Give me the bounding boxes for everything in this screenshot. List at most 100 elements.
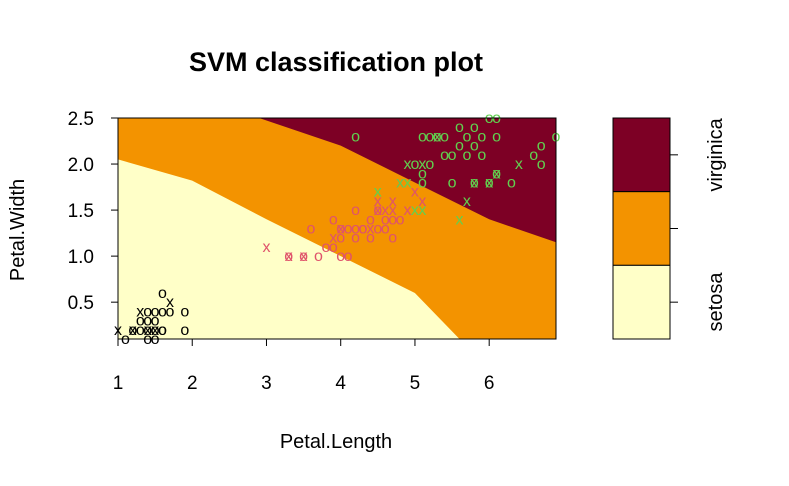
virginica-point: o bbox=[470, 138, 479, 155]
versicolor-point: o bbox=[307, 221, 316, 238]
versicolor-point: o bbox=[373, 221, 382, 238]
y-tick-label: 2.5 bbox=[68, 109, 94, 130]
virginica-point: o bbox=[418, 165, 427, 182]
versicolor-point: o bbox=[351, 230, 360, 247]
x-axis: 1 2 3 4 5 6 bbox=[113, 338, 494, 394]
virginica-point: o bbox=[433, 128, 442, 145]
versicolor-point: o bbox=[329, 211, 338, 228]
versicolor-point: o bbox=[366, 211, 375, 228]
versicolor-point: o bbox=[359, 221, 368, 238]
virginica-point: x bbox=[411, 202, 419, 219]
versicolor-point: x bbox=[418, 193, 426, 210]
y-axis: 0.5 1.0 1.5 2.0 2.5 bbox=[68, 109, 118, 314]
versicolor-point: o bbox=[336, 248, 345, 265]
virginica-point: x bbox=[485, 175, 493, 192]
x-axis-label: Petal.Length bbox=[280, 431, 392, 453]
virginica-point: o bbox=[492, 128, 501, 145]
versicolor-point: x bbox=[366, 221, 374, 238]
legend-swatch-virginica bbox=[612, 117, 671, 193]
setosa-point: x bbox=[166, 294, 174, 311]
x-tick-label: 3 bbox=[261, 373, 272, 394]
versicolor-point: o bbox=[314, 248, 323, 265]
virginica-point: x bbox=[493, 165, 501, 182]
versicolor-point: o bbox=[381, 221, 390, 238]
virginica-point: o bbox=[425, 156, 434, 173]
virginica-point: o bbox=[351, 128, 360, 145]
virginica-point: o bbox=[507, 175, 516, 192]
setosa-point: o bbox=[136, 322, 145, 339]
versicolor-point: x bbox=[389, 193, 397, 210]
setosa-point: x bbox=[144, 322, 152, 339]
setosa-point: o bbox=[180, 322, 189, 339]
versicolor-point: o bbox=[359, 221, 368, 238]
setosa-point: o bbox=[158, 322, 167, 339]
setosa-point: x bbox=[129, 322, 137, 339]
versicolor-point: x bbox=[381, 202, 389, 219]
virginica-point: o bbox=[537, 138, 546, 155]
setosa-point: o bbox=[151, 303, 160, 320]
virginica-point: o bbox=[470, 119, 479, 136]
versicolor-point: x bbox=[300, 248, 308, 265]
virginica-point: o bbox=[418, 175, 427, 192]
versicolor-point: o bbox=[336, 230, 345, 247]
virginica-point: x bbox=[374, 184, 382, 201]
legend-swatch-versicolor bbox=[612, 191, 671, 266]
setosa-point: o bbox=[136, 313, 145, 330]
virginica-point: o bbox=[455, 119, 464, 136]
x-tick-label: 5 bbox=[410, 373, 421, 394]
legend-ticks bbox=[670, 154, 678, 303]
chart-title: SVM classification plot bbox=[189, 47, 483, 77]
setosa-point: o bbox=[143, 303, 152, 320]
y-tick-label: 0.5 bbox=[68, 293, 94, 314]
versicolor-point: o bbox=[388, 211, 397, 228]
region-virginica bbox=[259, 118, 556, 243]
virginica-point: o bbox=[410, 156, 419, 173]
virginica-point: x bbox=[418, 202, 426, 219]
x-tick-label: 1 bbox=[113, 373, 124, 394]
setosa-point: o bbox=[158, 303, 167, 320]
versicolor-point: o bbox=[351, 202, 360, 219]
versicolor-point: o bbox=[344, 248, 353, 265]
virginica-point: o bbox=[425, 128, 434, 145]
virginica-point: o bbox=[485, 175, 494, 192]
virginica-point: x bbox=[456, 211, 464, 228]
versicolor-point: x bbox=[404, 202, 412, 219]
x-tick-label: 2 bbox=[187, 373, 198, 394]
versicolor-point: o bbox=[388, 230, 397, 247]
setosa-point: o bbox=[158, 322, 167, 339]
versicolor-point: o bbox=[344, 221, 353, 238]
versicolor-point: x bbox=[337, 221, 345, 238]
virginica-point: o bbox=[477, 128, 486, 145]
versicolor-point: o bbox=[329, 239, 338, 256]
virginica-point: x bbox=[418, 156, 426, 173]
virginica-point: o bbox=[440, 147, 449, 164]
y-tick-label: 2.0 bbox=[68, 155, 94, 176]
virginica-point: x bbox=[433, 128, 441, 145]
y-axis-label: Petal.Width bbox=[7, 179, 29, 281]
setosa-point: o bbox=[158, 285, 167, 302]
virginica-point: o bbox=[455, 138, 464, 155]
virginica-point: x bbox=[404, 175, 412, 192]
setosa-point: o bbox=[128, 322, 137, 339]
y-tick-label: 1.5 bbox=[68, 201, 94, 222]
versicolor-point: o bbox=[381, 211, 390, 228]
versicolor-point: o bbox=[396, 211, 405, 228]
versicolor-point: o bbox=[321, 239, 330, 256]
virginica-point: x bbox=[515, 156, 523, 173]
setosa-point: o bbox=[143, 313, 152, 330]
virginica-point: o bbox=[537, 156, 546, 173]
virginica-point: x bbox=[463, 193, 471, 210]
versicolor-point: x bbox=[329, 230, 337, 247]
legend-swatch-setosa bbox=[612, 264, 671, 340]
virginica-point: x bbox=[404, 156, 412, 173]
setosa-point: o bbox=[151, 313, 160, 330]
virginica-point: o bbox=[440, 128, 449, 145]
x-tick-label: 4 bbox=[335, 373, 346, 394]
versicolor-point: o bbox=[284, 248, 293, 265]
versicolor-point: x bbox=[285, 248, 293, 265]
virginica-point: x bbox=[470, 175, 478, 192]
legend-label-virginica: virginica bbox=[705, 117, 727, 191]
virginica-point: x bbox=[396, 175, 404, 192]
